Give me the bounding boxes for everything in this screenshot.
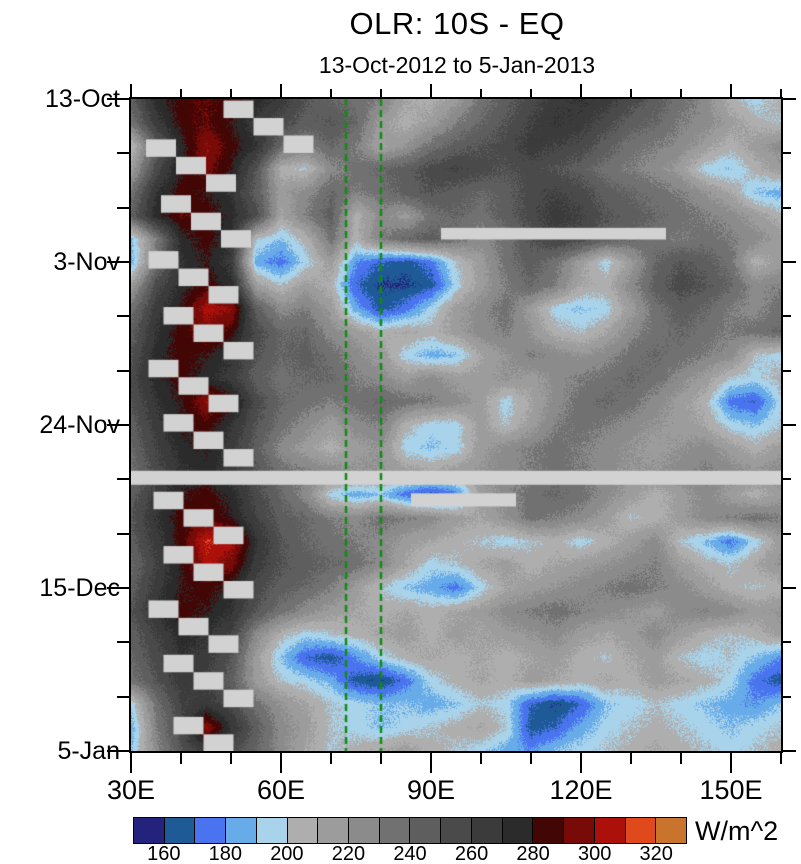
colorbar-tick-label: 220	[331, 843, 366, 864]
colorbar-segment	[226, 818, 257, 843]
x-minor-tick-top	[230, 89, 232, 97]
y-major-tick-right	[783, 424, 796, 426]
x-minor-tick	[230, 753, 232, 764]
y-major-tick-right	[783, 587, 796, 589]
y-minor-tick-right	[783, 152, 791, 155]
y-major-tick	[107, 98, 129, 100]
x-major-tick-top	[280, 84, 282, 97]
y-minor-tick	[117, 369, 129, 372]
y-minor-tick	[117, 695, 129, 698]
colorbar-segment	[256, 818, 288, 843]
colorbar-segment	[656, 818, 686, 843]
x-major-tick-top	[730, 84, 732, 97]
x-major-tick	[130, 753, 132, 773]
x-minor-tick-top	[180, 89, 182, 97]
x-major-tick-top	[130, 84, 132, 97]
y-minor-tick-right	[783, 369, 791, 372]
x-minor-tick-top	[530, 89, 532, 97]
colorbar-tick-label: 180	[208, 843, 243, 864]
x-tick-label: 120E	[549, 775, 613, 805]
y-tick-label: 15-Dec	[39, 574, 120, 602]
y-minor-tick	[117, 152, 129, 155]
y-major-tick	[107, 424, 129, 426]
colorbar-segment	[164, 818, 196, 843]
chart-subtitle: 13-Oct-2012 to 5-Jan-2013	[318, 52, 596, 78]
x-minor-tick-top	[780, 89, 782, 97]
x-tick-label: 90E	[406, 775, 456, 805]
x-major-tick	[730, 753, 732, 773]
x-tick-label: 150E	[699, 775, 763, 805]
y-major-tick	[107, 261, 129, 263]
x-major-tick	[580, 753, 582, 773]
x-minor-tick	[180, 753, 182, 764]
y-minor-tick-right	[783, 478, 791, 481]
x-minor-tick	[630, 753, 632, 764]
colorbar-segment	[625, 818, 657, 843]
y-tick-label: 5-Jan	[57, 737, 120, 765]
x-minor-tick	[530, 753, 532, 764]
y-tick-label: 13-Oct	[44, 85, 120, 113]
x-minor-tick-top	[330, 89, 332, 97]
y-minor-tick-right	[783, 315, 791, 318]
x-minor-tick	[780, 753, 782, 764]
colorbar	[133, 817, 687, 844]
colorbar-segment	[502, 818, 534, 843]
colorbar-tick-label: 320	[639, 843, 673, 864]
y-tick-label: 24-Nov	[39, 411, 120, 439]
x-minor-tick	[480, 753, 482, 764]
y-minor-tick	[117, 532, 129, 535]
colorbar-segment	[564, 818, 595, 843]
colorbar-segment	[195, 818, 227, 843]
colorbar-segment	[410, 818, 442, 843]
colorbar-tick-label: 200	[270, 843, 304, 864]
x-major-tick-top	[430, 84, 432, 97]
y-minor-tick	[117, 641, 129, 644]
colorbar-segment	[594, 818, 626, 843]
x-minor-tick-top	[480, 89, 482, 97]
colorbar-tick-label: 160	[147, 843, 181, 864]
x-tick-label: 30E	[106, 775, 156, 805]
heatmap-canvas	[131, 99, 781, 751]
colorbar-segment	[533, 818, 565, 843]
colorbar-segment	[134, 818, 165, 843]
y-major-tick	[107, 750, 129, 752]
colorbar-tick-label: 280	[516, 843, 550, 864]
y-major-tick-right	[783, 261, 796, 263]
colorbar-segment	[379, 818, 411, 843]
y-minor-tick	[117, 206, 129, 209]
x-major-tick-top	[580, 84, 582, 97]
colorbar-tick-label: 240	[393, 843, 427, 864]
y-minor-tick-right	[783, 641, 791, 644]
x-major-tick	[280, 753, 282, 773]
colorbar-segment	[349, 818, 380, 843]
x-minor-tick-top	[680, 89, 682, 97]
chart-title: OLR: 10S - EQ	[349, 6, 565, 41]
y-major-tick-right	[783, 98, 796, 100]
y-minor-tick-right	[783, 695, 791, 698]
x-minor-tick-top	[380, 89, 382, 97]
y-tick-label: 3-Nov	[53, 248, 120, 276]
colorbar-tick-label: 300	[577, 843, 612, 864]
y-major-tick-right	[783, 750, 796, 752]
y-major-tick	[107, 587, 129, 589]
x-minor-tick-top	[630, 89, 632, 97]
y-minor-tick-right	[783, 206, 791, 209]
y-minor-tick-right	[783, 532, 791, 535]
y-minor-tick	[117, 315, 129, 318]
colorbar-segment	[471, 818, 503, 843]
colorbar-segment	[441, 818, 472, 843]
x-tick-label: 60E	[256, 775, 306, 805]
x-minor-tick	[380, 753, 382, 764]
plot-area	[129, 97, 783, 753]
colorbar-unit-label: W/m^2	[695, 816, 779, 846]
y-minor-tick	[117, 478, 129, 481]
colorbar-segment	[287, 818, 319, 843]
x-minor-tick	[330, 753, 332, 764]
x-major-tick	[430, 753, 432, 773]
colorbar-tick-label: 260	[454, 843, 489, 864]
x-minor-tick	[680, 753, 682, 764]
colorbar-segment	[318, 818, 350, 843]
